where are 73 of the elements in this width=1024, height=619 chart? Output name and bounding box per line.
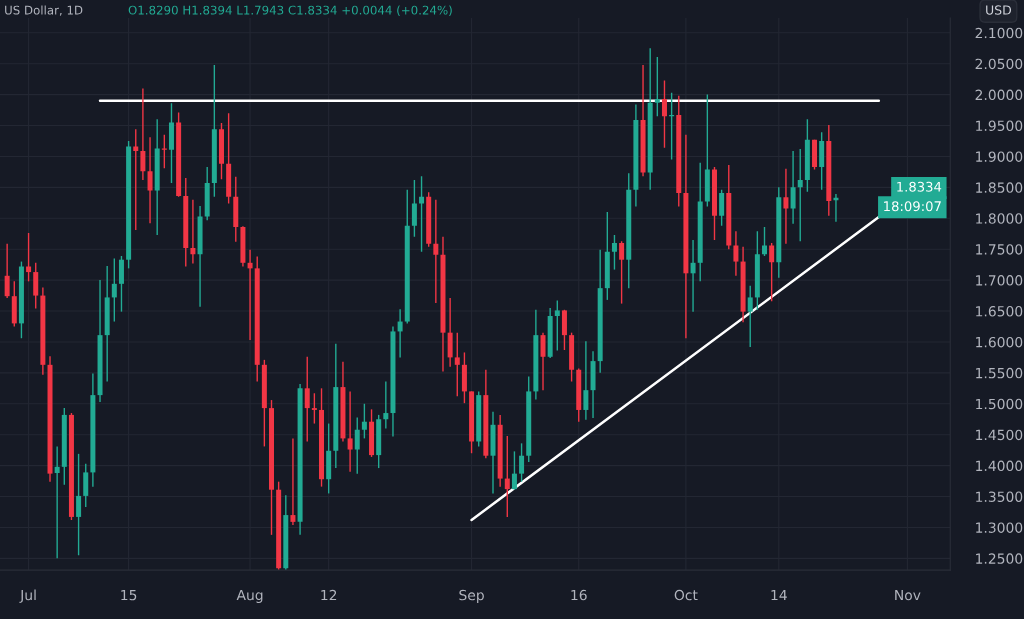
candlestick — [133, 128, 139, 231]
y-tick-label: 1.6000 — [976, 336, 1023, 348]
y-tick-label: 1.3000 — [976, 522, 1023, 533]
candlestick — [511, 450, 517, 491]
y-tick-label: 1.8000 — [976, 213, 1023, 224]
y-tick-label: 1.4500 — [976, 429, 1023, 441]
candlestick — [33, 262, 39, 310]
candlestick — [554, 299, 560, 352]
candlestick — [290, 437, 296, 526]
text: USD — [986, 5, 1012, 15]
x-tick-label: 15 — [121, 589, 137, 601]
candlestick — [161, 134, 167, 169]
x-tick-label: Sep — [459, 589, 484, 603]
candlestick — [147, 136, 153, 224]
chart-subtitle: O1.8290 H1.8394 L1.7943 C1.8334 +0.0044 (+0.24%) — [128, 5, 452, 16]
annotation: 1.8334 — [897, 181, 942, 192]
candlestick — [454, 331, 460, 398]
candlestick — [733, 230, 739, 277]
candlestick — [619, 240, 625, 305]
x-tick-label: 16 — [571, 589, 587, 601]
y-tick-label: 1.5000 — [976, 398, 1023, 410]
candlestick — [783, 168, 789, 245]
y-tick-label: 1.5500 — [976, 367, 1023, 379]
y-tick-label: 1.3500 — [976, 491, 1023, 502]
candlestick — [747, 284, 753, 348]
candlestick — [347, 390, 353, 473]
y-tick-label: 1.7000 — [976, 275, 1023, 286]
y-tick-label: 1.9000 — [976, 151, 1023, 162]
candlestick — [790, 150, 796, 225]
candlestick — [690, 239, 696, 313]
candlestick — [397, 308, 403, 359]
y-tick-label: 1.9500 — [976, 120, 1023, 132]
candlestick — [540, 331, 546, 391]
y-tick-label: 1.2500 — [976, 553, 1023, 564]
y-tick-label: 1.8500 — [976, 182, 1023, 193]
chart-title: US Dollar, 1D — [5, 5, 83, 16]
y-tick-label: 2.0000 — [975, 89, 1023, 101]
candlestick — [76, 453, 82, 556]
candlestick — [611, 234, 617, 271]
candlestick — [383, 380, 389, 430]
x-tick-label: 14 — [771, 589, 787, 601]
candlestick — [140, 87, 146, 181]
y-tick-label: 2.1000 — [975, 27, 1023, 39]
candlestick — [190, 199, 196, 265]
candlestick — [411, 179, 417, 238]
candlestick — [654, 56, 660, 117]
annotation: 18:09:07 — [884, 201, 941, 212]
y-tick-label: 2.0500 — [975, 58, 1023, 70]
y-tick-label: 1.7500 — [976, 244, 1023, 255]
candlestick — [111, 257, 117, 323]
candlestick — [354, 416, 360, 475]
candlestick — [719, 189, 725, 227]
x-tick-label: 12 — [321, 589, 337, 601]
candlestick — [519, 442, 525, 483]
candlestick — [769, 242, 775, 302]
candlestick — [4, 242, 10, 299]
candlestick — [361, 403, 367, 440]
candlestick — [661, 79, 667, 149]
x-tick-label: Nov — [895, 589, 921, 601]
y-tick-label: 1.4000 — [976, 460, 1023, 472]
candlestick — [311, 392, 317, 425]
candlestick — [762, 226, 768, 257]
candlestick — [83, 463, 89, 508]
x-tick-label: Aug — [236, 589, 263, 603]
candlestick — [433, 199, 439, 304]
x-tick-label: Jul — [19, 589, 36, 603]
candlestick — [54, 445, 60, 560]
candlestick — [504, 435, 510, 518]
candlestick — [797, 148, 803, 242]
x-tick-label: Oct — [674, 589, 698, 601]
candlestick — [583, 340, 589, 421]
y-tick-label: 1.6500 — [976, 306, 1023, 317]
candlestick — [304, 356, 310, 443]
